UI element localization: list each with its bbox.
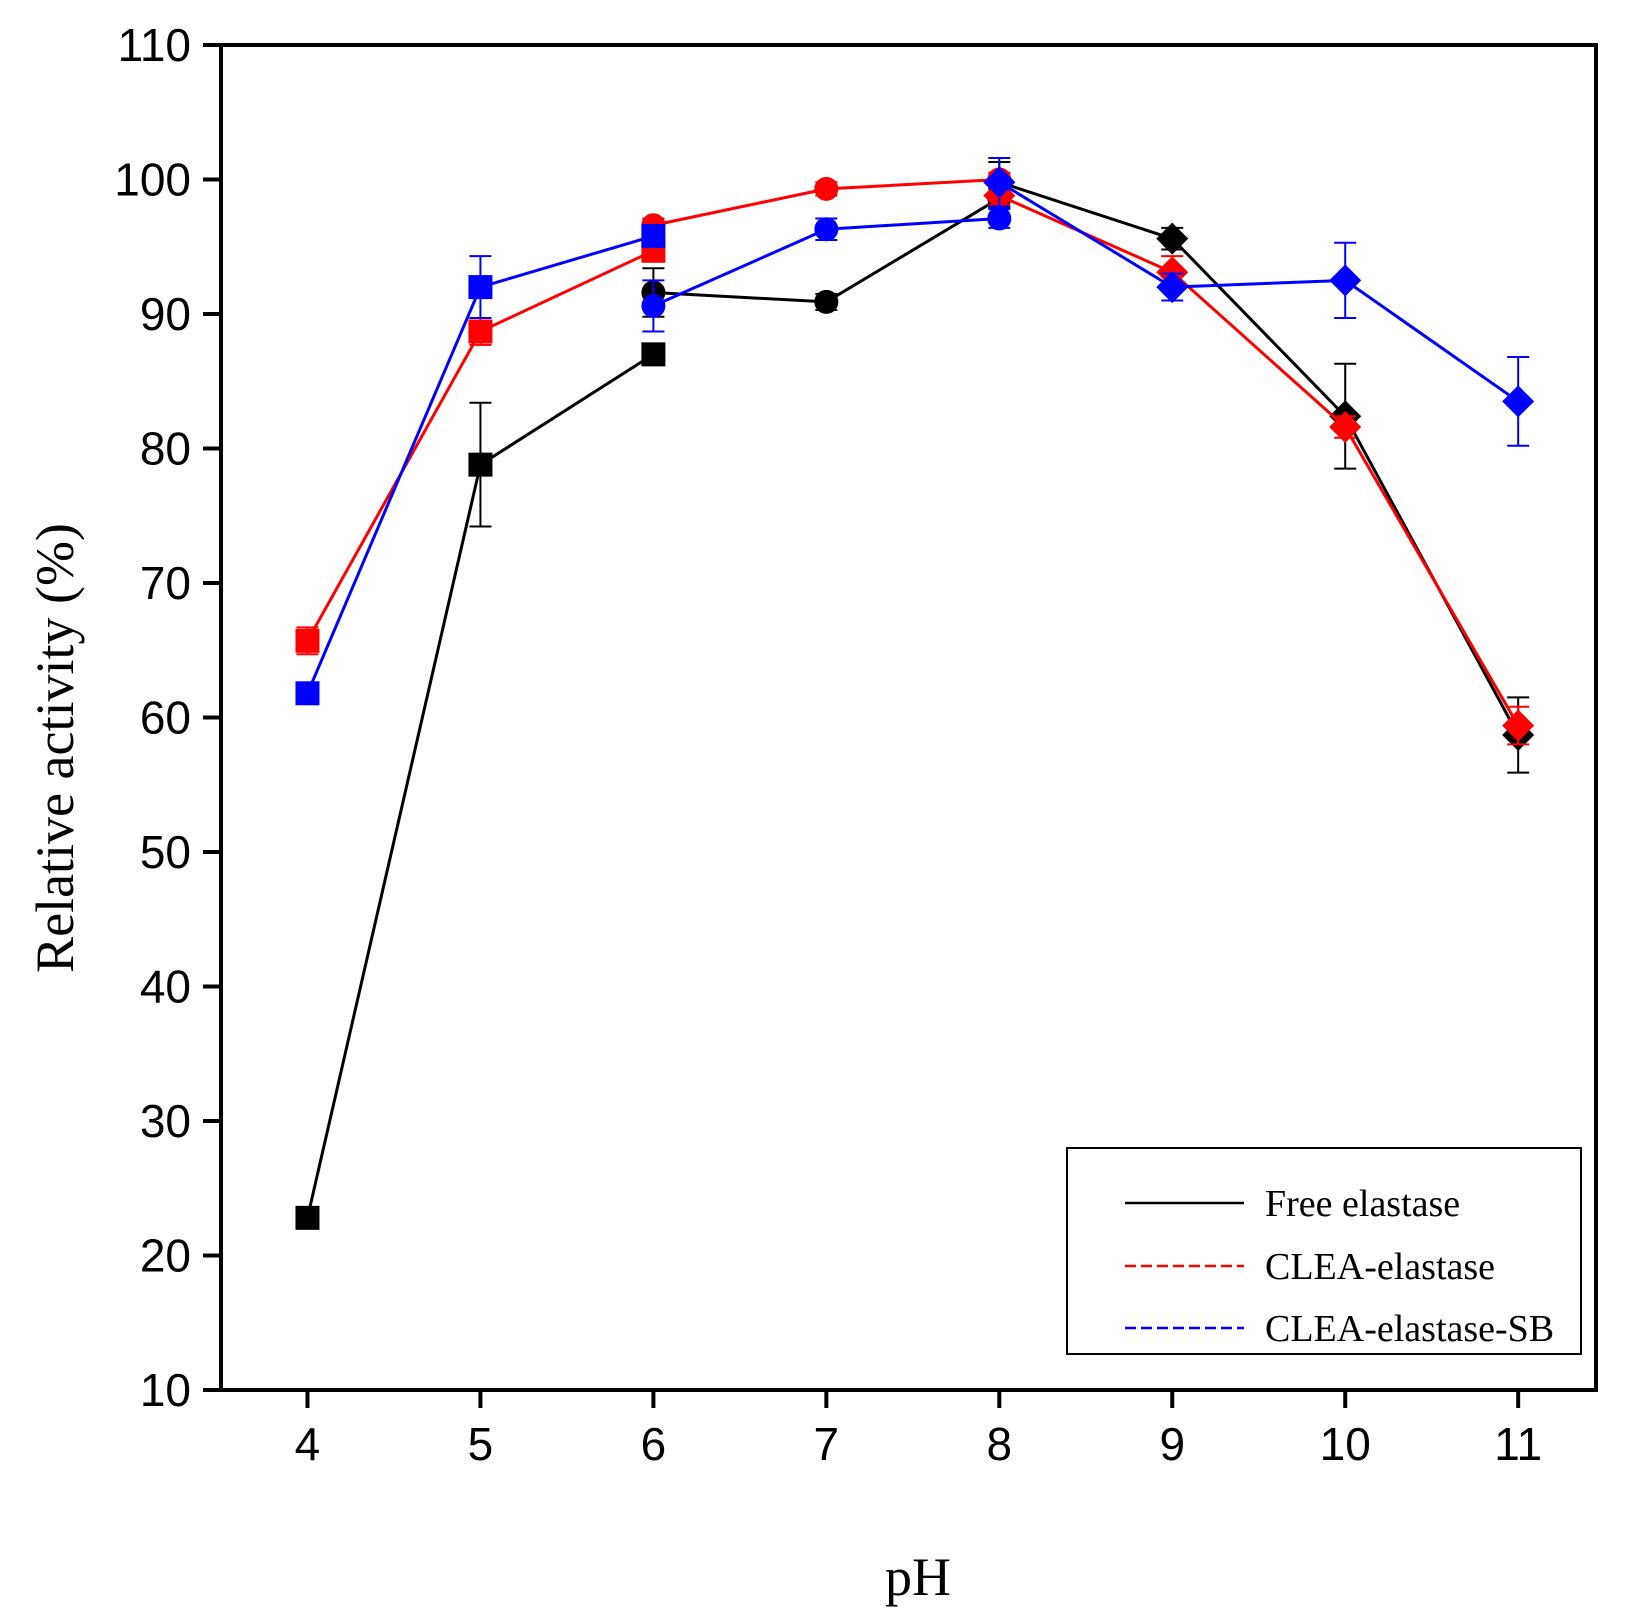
x-tick-label: 9: [1159, 1418, 1185, 1470]
y-tick-label: 60: [140, 692, 191, 744]
data-point: [641, 293, 666, 318]
legend-label-clea-elastase-sb: CLEA-elastase-SB: [1265, 1308, 1554, 1350]
series-5: [983, 179, 1535, 746]
y-tick-label: 100: [114, 154, 191, 206]
x-tick-label: 7: [814, 1418, 840, 1470]
y-axis-title: Relative activity (%): [25, 523, 85, 973]
data-point: [814, 176, 839, 201]
x-tick-label: 5: [468, 1418, 494, 1470]
data-point: [1156, 222, 1189, 255]
data-point: [641, 223, 666, 248]
legend-label-clea-elastase: CLEA-elastase: [1265, 1246, 1495, 1288]
data-point: [983, 166, 1016, 199]
series-1: [641, 186, 1012, 318]
y-tick-label: 40: [140, 961, 191, 1013]
x-tick-label: 10: [1320, 1418, 1371, 1470]
x-axis: 4 5 6 7 8 9 10 11: [295, 1390, 1542, 1470]
data-point: [295, 1205, 320, 1230]
series-line: [998, 180, 1520, 736]
series-7: [641, 206, 1012, 333]
series-2: [983, 161, 1535, 774]
x-axis-title: pH: [885, 1547, 951, 1607]
data-point: [814, 289, 839, 314]
data-point: [1156, 271, 1189, 304]
legend-box: [1066, 1147, 1582, 1355]
data-point: [1329, 410, 1362, 443]
x-tick-label: 11: [1494, 1418, 1542, 1470]
series-8: [983, 156, 1535, 447]
y-tick-label: 110: [118, 19, 191, 71]
series-6: [295, 223, 666, 706]
data-point: [468, 319, 493, 344]
plot-series: [295, 156, 1535, 1230]
data-point: [641, 342, 666, 367]
y-axis: 10 20 30 40 50 60 70 80 90 100 110: [114, 19, 221, 1416]
y-tick-label: 10: [140, 1364, 191, 1416]
y-tick-label: 70: [140, 557, 191, 609]
y-tick-label: 80: [140, 423, 191, 475]
y-tick-label: 50: [140, 826, 191, 878]
data-point: [1329, 264, 1362, 297]
legend: Free elastase CLEA-elastase CLEA-elastas…: [1066, 1147, 1582, 1355]
data-point: [987, 206, 1012, 231]
y-tick-label: 90: [140, 288, 191, 340]
data-point: [468, 452, 493, 477]
series-0: [295, 342, 666, 1230]
legend-label-free-elastase: Free elastase: [1265, 1183, 1460, 1225]
series-line: [998, 194, 1520, 727]
data-point: [1502, 709, 1535, 742]
data-point: [295, 628, 320, 653]
x-tick-label: 8: [987, 1418, 1013, 1470]
y-tick-label: 30: [140, 1095, 191, 1147]
data-point: [814, 217, 839, 242]
data-point: [468, 275, 493, 300]
data-point: [295, 681, 320, 706]
y-tick-label: 20: [140, 1230, 191, 1282]
x-tick-label: 4: [295, 1418, 321, 1470]
x-tick-label: 6: [641, 1418, 667, 1470]
series-line: [998, 180, 1520, 403]
data-point: [1502, 385, 1535, 418]
